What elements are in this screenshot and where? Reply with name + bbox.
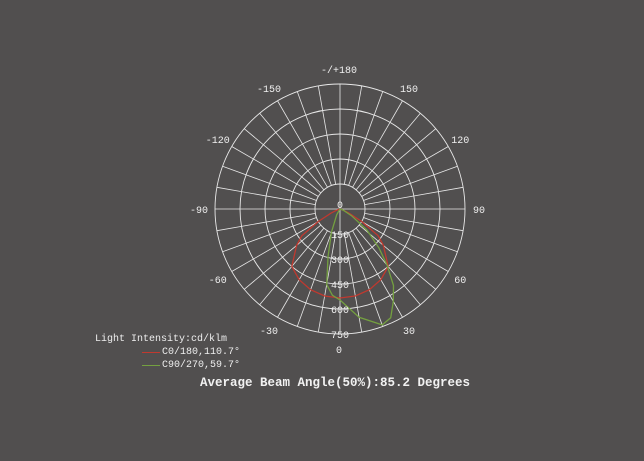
angle-tick-label: 150 [400,85,418,96]
angle-tick-label: -30 [260,327,278,338]
grid-ring [214,83,466,335]
angle-tick-label: -/+180 [321,65,357,77]
grid-ring [314,183,366,235]
angle-tick-label: -150 [257,85,281,96]
angle-tick-label: 30 [403,327,415,338]
legend-swatch-green [142,365,160,366]
legend-item-c90: C90/270,59.7° [142,360,240,371]
angle-tick-label: 120 [451,136,469,147]
legend-swatch-red [142,352,160,353]
angle-tick-label: -90 [190,206,208,217]
beam-angle-text: Average Beam Angle(50%):85.2 Degrees [200,376,471,390]
radial-tick-label: 0 [337,201,343,212]
angle-tick-label: 90 [473,206,485,217]
legend-item-c0: C0/180,110.7° [142,347,240,358]
angle-tick-label: -120 [206,136,230,147]
angle-tick-label: -60 [209,276,227,287]
grid-ring [264,133,416,285]
series-line-0 [291,208,389,299]
legend-label: C90/270,59.7° [162,360,241,371]
radial-tick-label: 450 [331,281,349,292]
angle-tick-label: 0 [336,346,342,357]
legend-label: C0/180,110.7° [162,347,241,358]
angle-tick-label: 60 [454,276,466,287]
series-line-1 [326,208,395,326]
grid-ring [289,158,391,260]
grid-ring [239,108,441,310]
radial-tick-label: 750 [331,331,349,342]
legend-title: Light Intensity:cd/klm [95,334,228,345]
radial-tick-label: 150 [331,231,349,242]
radial-tick-label: 300 [331,256,349,267]
radial-tick-label: 600 [331,306,349,317]
